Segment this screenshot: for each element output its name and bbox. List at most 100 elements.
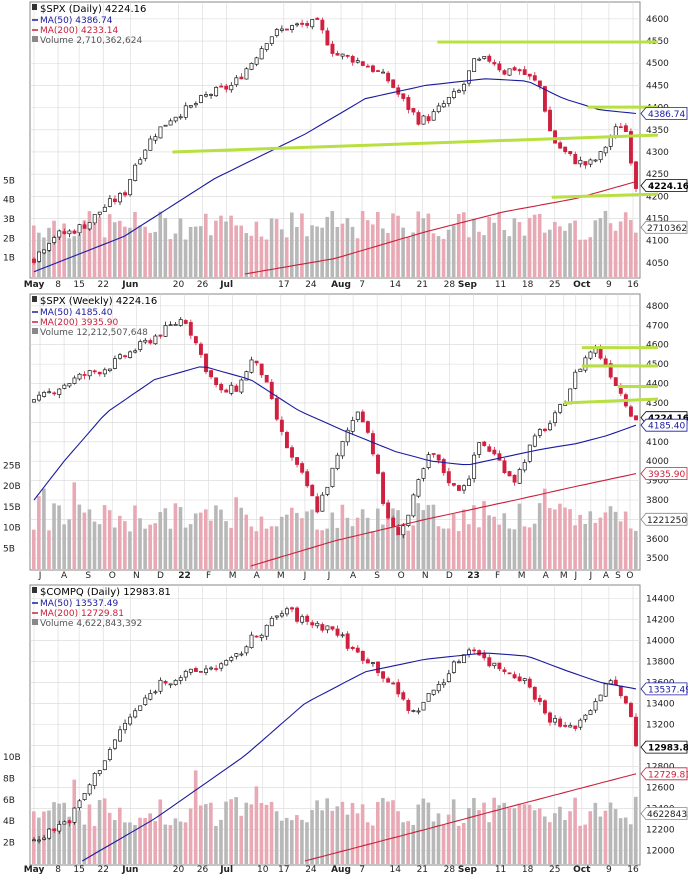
volume-bar xyxy=(598,218,603,277)
volume-bar xyxy=(168,239,173,277)
candle-body xyxy=(193,103,198,106)
volume-bar xyxy=(62,802,66,864)
candle-body xyxy=(229,85,234,91)
volume-bar xyxy=(345,814,350,864)
volume-bar xyxy=(214,220,218,277)
volume-bar xyxy=(431,233,436,277)
date-tick-label: Sep xyxy=(458,865,478,875)
candle-body xyxy=(204,668,208,673)
volume-bar xyxy=(467,237,471,277)
candle-body xyxy=(57,388,62,395)
volume-bar xyxy=(406,237,410,277)
volume-bar xyxy=(350,226,355,277)
date-tick-label: 21 xyxy=(417,865,428,875)
volume-bar xyxy=(396,811,400,864)
volume-bar xyxy=(234,497,238,569)
candle-body xyxy=(244,646,249,654)
volume-bar xyxy=(340,801,345,864)
volume-bar xyxy=(330,810,335,864)
candle-body xyxy=(279,28,284,31)
candle-body xyxy=(477,442,482,455)
candle-body xyxy=(350,420,355,432)
volume-bar xyxy=(284,237,289,277)
candle-body xyxy=(305,615,310,622)
candle-body xyxy=(72,230,77,234)
volume-bar xyxy=(183,239,188,277)
volume-bar xyxy=(214,825,218,864)
volume-bar xyxy=(472,505,476,569)
date-tick-label: 9 xyxy=(606,280,612,290)
candle-body xyxy=(259,48,264,60)
volume-tick-label: 10B xyxy=(3,753,21,763)
volume-tick-label: 2B xyxy=(3,839,15,849)
date-tick-label: J xyxy=(573,571,577,581)
volume-bar xyxy=(57,505,61,569)
volume-bar xyxy=(472,218,476,277)
candle-body xyxy=(542,428,547,432)
volume-bar xyxy=(613,511,618,569)
volume-bar xyxy=(431,821,436,864)
volume-bar xyxy=(623,817,628,864)
candle-body xyxy=(345,55,350,57)
date-tick-label: 26 xyxy=(197,865,209,875)
right-value-tag-text: 12983.81 xyxy=(648,744,688,754)
candle-body xyxy=(153,691,158,694)
candle-body xyxy=(628,702,633,717)
price-tick-label: 4100 xyxy=(646,237,669,247)
candle-body xyxy=(613,377,618,387)
legend-entry: MA(200) 12729.81 xyxy=(40,609,124,619)
candle-body xyxy=(507,68,512,76)
volume-bar xyxy=(623,212,628,277)
candle-body xyxy=(416,710,421,713)
volume-bar xyxy=(583,239,588,277)
date-tick-label: 10 xyxy=(257,865,269,875)
candle-body xyxy=(613,679,618,686)
volume-bar xyxy=(462,212,466,277)
volume-bar xyxy=(163,218,168,277)
volume-bar xyxy=(396,510,400,569)
volume-bar xyxy=(381,524,385,569)
volume-bar xyxy=(274,218,279,277)
volume-bar xyxy=(512,808,517,864)
candle-body xyxy=(446,673,451,682)
candle-body xyxy=(102,206,107,212)
volume-bar xyxy=(558,226,562,277)
legend-entry: MA(50) 4185.40 xyxy=(40,308,113,318)
volume-tick-label: 5B xyxy=(3,544,15,554)
volume-bar xyxy=(406,530,410,569)
volume-bar xyxy=(456,214,461,277)
volume-bar xyxy=(517,803,522,864)
candle-body xyxy=(527,73,532,77)
volume-bar xyxy=(295,512,299,569)
right-value-tag-text: 3935.90 xyxy=(648,470,685,480)
volume-bar xyxy=(502,802,507,864)
candle-body xyxy=(578,160,583,165)
candle-body xyxy=(254,360,259,364)
candle-body xyxy=(512,67,517,71)
candle-body xyxy=(517,469,522,484)
volume-bar xyxy=(451,799,456,864)
volume-bar xyxy=(310,509,314,569)
date-tick-label: J xyxy=(327,571,331,581)
volume-bar xyxy=(537,808,542,864)
volume-bar xyxy=(355,517,360,569)
candle-body xyxy=(77,373,82,380)
volume-bar xyxy=(421,510,426,569)
volume-bar xyxy=(512,529,517,569)
volume-bar xyxy=(259,516,264,569)
volume-bar xyxy=(62,524,66,569)
right-value-tag xyxy=(640,107,688,120)
candle-body xyxy=(527,678,532,688)
volume-bar xyxy=(623,511,628,569)
volume-tick-label: 5B xyxy=(3,176,15,186)
price-tick-label: 13200 xyxy=(646,720,675,730)
legend-entry: Volume 12,212,507,648 xyxy=(40,328,148,338)
candle-body xyxy=(583,357,588,371)
date-tick-label: N xyxy=(422,571,429,581)
date-tick-label: 22 xyxy=(98,280,109,290)
candle-body xyxy=(123,192,128,196)
volume-bar xyxy=(128,531,132,569)
volume-bar xyxy=(563,819,567,864)
candle-body xyxy=(391,79,396,88)
candle-body xyxy=(350,56,355,63)
